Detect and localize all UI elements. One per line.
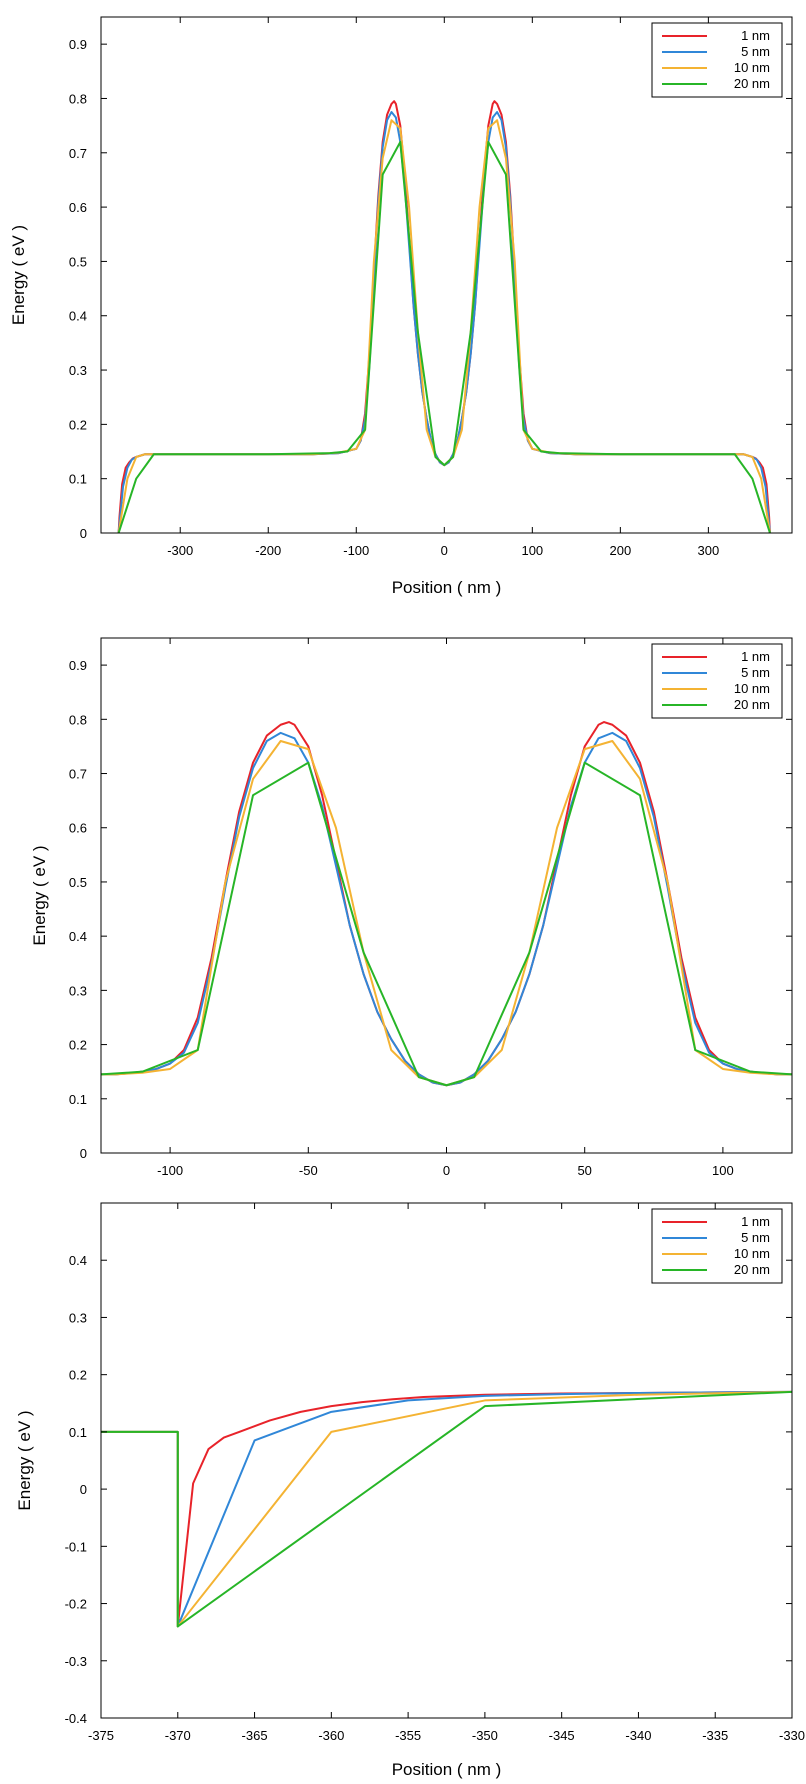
x-tick-label: -370	[165, 1728, 191, 1743]
y-tick-label: 0.6	[69, 200, 87, 215]
x-tick-label: 0	[441, 543, 448, 558]
y-tick-label: 0.2	[69, 417, 87, 432]
y-tick-label: 0.9	[69, 658, 87, 673]
y-axis-label: Energy ( eV )	[15, 1410, 34, 1510]
x-tick-label: -200	[255, 543, 281, 558]
legend-entry-label: 1 nm	[741, 1214, 770, 1229]
x-tick-label: -300	[167, 543, 193, 558]
x-tick-label: 100	[521, 543, 543, 558]
series-line-20-nm	[117, 140, 771, 533]
legend-entry-label: 10 nm	[734, 1246, 770, 1261]
y-tick-label: 0.5	[69, 254, 87, 269]
series-line-1-nm	[101, 721, 792, 1087]
y-tick-label: 0.3	[69, 983, 87, 998]
y-tick-label: 0.2	[69, 1038, 87, 1053]
y-tick-label: 0.2	[69, 1368, 87, 1383]
series-group	[117, 100, 771, 533]
chart-panel-3: -375 -370 -365 -360 -355 -350 -345 -340 -335 -330…	[15, 1202, 805, 1779]
series-line-1-nm	[117, 100, 771, 533]
chart-panel-1: -300 -200 -100 0 100 200 300 0 0.1 0.2 0.3 0.4 0.5 0.…	[9, 16, 793, 597]
legend-entry-label: 1 nm	[741, 28, 770, 43]
y-tick-label: 0.3	[69, 363, 87, 378]
x-tick-label: -345	[549, 1728, 575, 1743]
x-tick-label: -330	[779, 1728, 805, 1743]
y-tick-label: -0.1	[65, 1539, 87, 1554]
x-tick-label: -100	[343, 543, 369, 558]
legend-entry-label: 10 nm	[734, 60, 770, 75]
y-tick-label: -0.2	[65, 1597, 87, 1612]
y-tick-label: 0	[80, 1146, 87, 1161]
x-tick-label: -100	[157, 1163, 183, 1178]
y-tick-label: 0.6	[69, 821, 87, 836]
y-tick-label: 0.1	[69, 1092, 87, 1107]
y-tick-label: 0.3	[69, 1310, 87, 1325]
legend-entry-label: 10 nm	[734, 681, 770, 696]
series-line-10-nm	[101, 740, 792, 1087]
legend-entry-label: 20 nm	[734, 76, 770, 91]
y-tick-label: 0.4	[69, 309, 87, 324]
y-tick-label: 0.1	[69, 472, 87, 487]
chart-panel-2: -100 -50 0 50 100 0 0.1 0.2 0.3 0.4 0.5 0.6 0.7 0.8 0.…	[30, 637, 793, 1178]
series-line-5-nm	[101, 731, 792, 1087]
x-tick-label: -360	[318, 1728, 344, 1743]
plot-frame	[100, 16, 793, 534]
y-tick-label: 0.8	[69, 712, 87, 727]
series-line-20-nm	[101, 761, 792, 1087]
legend-entry-label: 20 nm	[734, 697, 770, 712]
y-tick-label: 0.4	[69, 929, 87, 944]
plot-frame	[100, 1202, 793, 1719]
x-tick-label: -365	[242, 1728, 268, 1743]
x-tick-label: 0	[443, 1163, 450, 1178]
x-tick-label: -335	[702, 1728, 728, 1743]
series-line-5-nm	[117, 111, 771, 533]
y-tick-label: 0.4	[69, 1253, 87, 1268]
legend-entry-label: 1 nm	[741, 649, 770, 664]
series-line-20-nm	[101, 1390, 792, 1628]
x-axis-label: Position ( nm )	[392, 578, 502, 597]
legend-entry-label: 20 nm	[734, 1262, 770, 1277]
y-axis-label: Energy ( eV )	[30, 845, 49, 945]
series-group	[101, 721, 792, 1087]
y-axis-label: Energy ( eV )	[9, 225, 28, 325]
y-tick-label: 0	[80, 526, 87, 541]
y-tick-label: 0.1	[69, 1425, 87, 1440]
y-tick-label: 0.9	[69, 37, 87, 52]
y-tick-label: 0.8	[69, 91, 87, 106]
x-tick-label: -50	[299, 1163, 318, 1178]
x-tick-label: 200	[609, 543, 631, 558]
legend-entry-label: 5 nm	[741, 1230, 770, 1245]
x-tick-label: -355	[395, 1728, 421, 1743]
y-tick-label: 0.7	[69, 767, 87, 782]
legend-entry-label: 5 nm	[741, 665, 770, 680]
y-tick-label: 0.5	[69, 875, 87, 890]
y-tick-label: 0	[80, 1482, 87, 1497]
series-group	[101, 1390, 792, 1628]
legend-entry-label: 5 nm	[741, 44, 770, 59]
series-line-10-nm	[117, 119, 771, 533]
series-line-10-nm	[101, 1390, 792, 1628]
x-tick-label: -350	[472, 1728, 498, 1743]
x-tick-label: -375	[88, 1728, 114, 1743]
y-tick-label: -0.4	[65, 1711, 87, 1726]
y-tick-label: 0.7	[69, 146, 87, 161]
x-tick-label: -340	[625, 1728, 651, 1743]
x-tick-label: 100	[712, 1163, 734, 1178]
y-tick-label: -0.3	[65, 1654, 87, 1669]
x-axis-label: Position ( nm )	[392, 1760, 502, 1779]
x-tick-label: 50	[577, 1163, 591, 1178]
x-tick-label: 300	[698, 543, 720, 558]
